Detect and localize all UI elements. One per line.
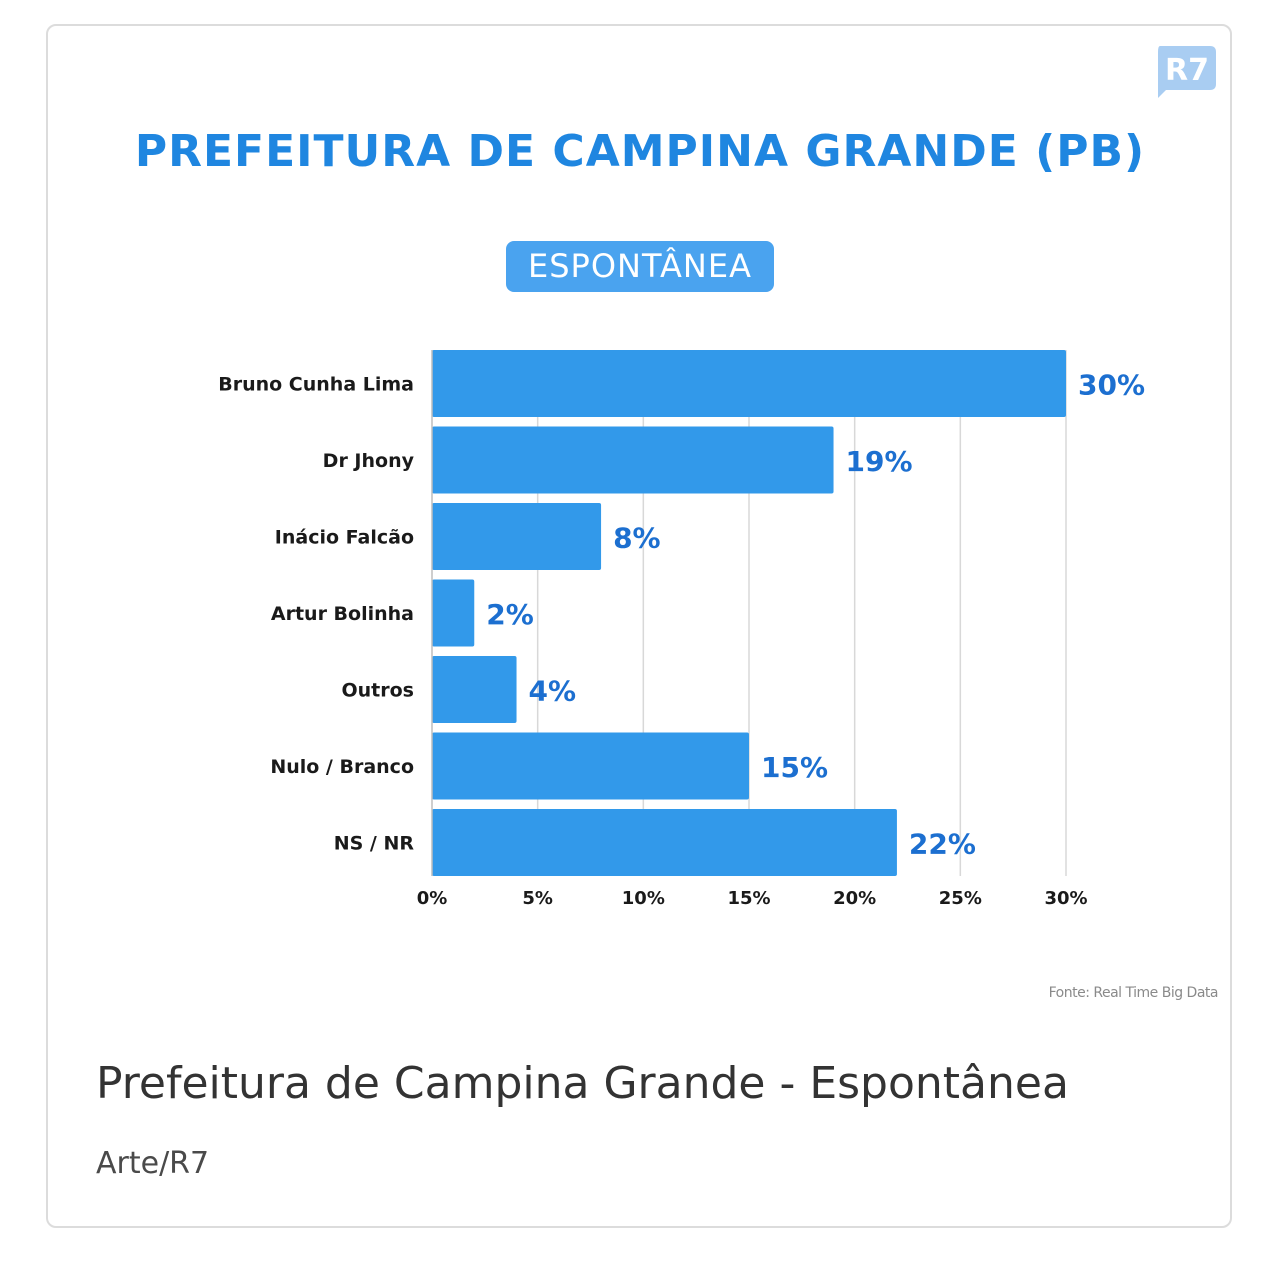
category-label: NS / NR	[334, 833, 415, 855]
value-label: 2%	[486, 598, 534, 631]
category-label: Outros	[342, 680, 415, 702]
value-label: 4%	[529, 675, 577, 708]
x-tick-label: 20%	[833, 888, 876, 909]
chart-title: PREFEITURA DE CAMPINA GRANDE (PB)	[134, 126, 1146, 177]
r7-logo: R7	[1158, 46, 1216, 98]
bar	[432, 503, 602, 570]
category-label: Bruno Cunha Lima	[218, 374, 414, 396]
bar	[432, 732, 749, 800]
bar	[432, 350, 1066, 417]
x-tick-label: 15%	[727, 888, 770, 909]
caption-title: Prefeitura de Campina Grande - Espontâne…	[96, 1058, 1069, 1109]
image-card	[46, 24, 1232, 1228]
subtitle-badge: ESPONTÂNEA	[506, 241, 774, 292]
bar-chart: 0% 5% 10% 15% 20% 25% 30% Bruno Cunha Lima 30% Dr…	[218, 350, 1145, 909]
source-note: Fonte: Real Time Big Data	[1048, 985, 1219, 1001]
value-label: 22%	[909, 828, 976, 861]
bar	[432, 809, 897, 876]
x-tick-label: 10%	[622, 888, 665, 909]
category-label: Dr Jhony	[323, 450, 415, 472]
bar	[432, 579, 475, 647]
value-label: 8%	[613, 522, 661, 555]
x-tick-label: 0%	[417, 888, 448, 909]
bar	[432, 656, 517, 723]
bar	[432, 426, 834, 494]
x-tick-label: 25%	[939, 888, 982, 909]
x-tick-label: 5%	[522, 888, 553, 909]
value-label: 19%	[846, 445, 913, 478]
value-label: 15%	[761, 751, 828, 784]
category-label: Artur Bolinha	[271, 603, 414, 625]
category-label: Nulo / Branco	[270, 756, 414, 778]
category-label: Inácio Falcão	[275, 527, 414, 549]
value-label: 30%	[1078, 369, 1145, 402]
logo-text: R7	[1165, 53, 1209, 88]
x-tick-label: 30%	[1044, 888, 1087, 909]
caption-credit: Arte/R7	[96, 1146, 210, 1181]
